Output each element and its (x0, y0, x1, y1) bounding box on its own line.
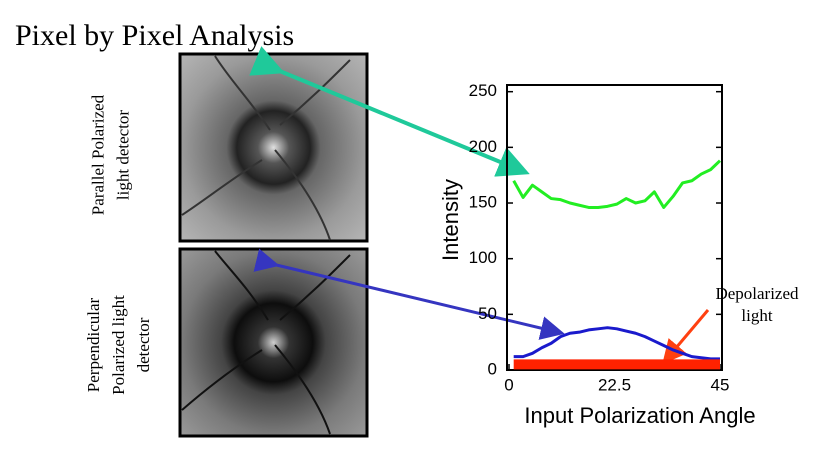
series-line (512, 159, 722, 209)
parallel-image (178, 52, 369, 243)
arrow (253, 248, 565, 340)
x-axis-label: Input Polarization Angle (524, 403, 755, 428)
perpendicular-image (178, 247, 369, 438)
image-label: Parallel Polarized (88, 94, 107, 215)
image-label: Polarized light (109, 295, 128, 395)
y-tick-label: 200 (469, 137, 497, 156)
image-label: light detector (113, 110, 132, 201)
y-tick-label: 250 (469, 81, 497, 100)
x-tick-label: 45 (711, 375, 730, 394)
series-line (513, 326, 720, 361)
y-tick-label: 150 (469, 192, 497, 211)
arrow (662, 309, 710, 365)
image-label: detector (134, 317, 153, 372)
x-tick-label: 22.5 (598, 375, 631, 394)
slide-title: Pixel by Pixel Analysis (15, 19, 294, 52)
annotation: Depolarized (715, 284, 799, 303)
x-tick-label: 0 (504, 375, 513, 394)
y-axis-label: Intensity (438, 179, 463, 261)
y-tick-label: 100 (469, 248, 497, 267)
y-tick-label: 50 (478, 304, 497, 323)
annotation: light (741, 306, 772, 325)
y-tick-label: 0 (488, 359, 497, 378)
arrow (249, 46, 530, 177)
image-label: Perpendicular (84, 297, 103, 392)
